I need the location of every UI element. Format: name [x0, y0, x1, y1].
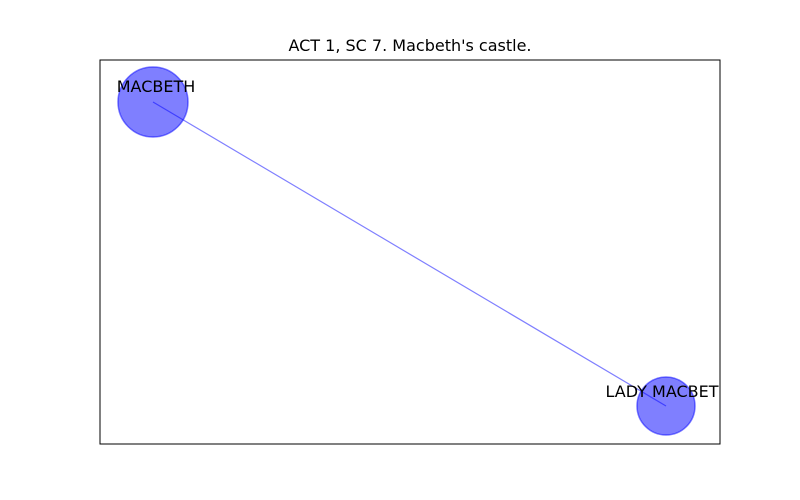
node-lady-macbeth [636, 376, 696, 436]
node-label-lady-macbeth: LADY MACBET [605, 382, 718, 401]
figure-title: ACT 1, SC 7. Macbeth's castle. [288, 36, 532, 55]
labels-layer: MACBETH LADY MACBET [117, 77, 719, 401]
nodes-layer [117, 66, 696, 436]
edges-layer [152, 101, 667, 407]
axes-frame [99, 59, 721, 445]
node-label-macbeth: MACBETH [117, 77, 196, 96]
edge-macbeth-lady-macbeth [152, 101, 667, 407]
node-macbeth [117, 66, 189, 138]
